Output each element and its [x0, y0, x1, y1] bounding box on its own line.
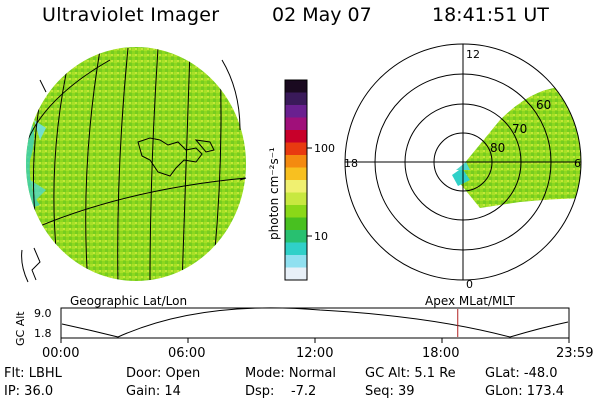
colorbar-band: [285, 130, 307, 143]
timeline-panel: Geographic Lat/Lon Apex MLat/MLT GC Alt …: [14, 294, 570, 346]
info-seq: Seq: 39: [365, 384, 415, 399]
timeline-xtick-0: 00:00: [42, 346, 80, 361]
earth-disk-image: [21, 47, 247, 283]
colorbar-band: [285, 92, 307, 106]
timeline-xtick-2: 12:00: [296, 346, 334, 361]
timeline-frame: [60, 307, 570, 339]
info-gc-alt: GC Alt: 5.1 Re: [365, 366, 456, 381]
info-ip: IP: 36.0: [4, 384, 54, 399]
colorbar-frame: [284, 79, 308, 281]
colorbar: [285, 80, 307, 281]
colorbar-band: [285, 267, 307, 281]
page-title: Ultraviolet Imager: [42, 4, 220, 26]
polar-lat-80: 80: [490, 141, 505, 155]
colorbar-band: [285, 242, 307, 256]
colorbar-band: [285, 142, 307, 156]
colorbar-label-100: 100: [314, 142, 335, 155]
colorbar-band: [285, 230, 307, 243]
colorbar-band: [285, 105, 307, 118]
timeline-xtick-4: 23:59: [556, 346, 594, 361]
colorbar-band: [285, 205, 307, 218]
date-label: 02 May 07: [272, 4, 372, 26]
info-gain: Gain: 14: [126, 384, 181, 399]
info-door: Door: Open: [126, 366, 201, 381]
colorbar-band: [285, 255, 307, 268]
colorbar-band: [285, 180, 307, 193]
colorbar-band: [285, 80, 307, 93]
timeline-ytick-top: 9.0: [34, 307, 52, 320]
colorbar-label-10: 10: [314, 230, 328, 243]
timeline-axis-label: GC Alt: [14, 311, 27, 346]
polar-lat-70: 70: [512, 122, 527, 136]
timeline-altitude-curve: [61, 307, 569, 338]
polar-label-18: 18: [344, 157, 358, 170]
info-filter: Flt: LBHL: [4, 366, 62, 381]
colorbar-band: [285, 217, 307, 231]
colorbar-band: [285, 167, 307, 181]
polar-plot: 12 18 6 0 60 70 80: [344, 43, 582, 291]
colorbar-unit-label: photon cm⁻²s⁻¹: [267, 147, 281, 240]
colorbar-band: [285, 155, 307, 168]
colorbar-band: [285, 117, 307, 131]
polar-label-12: 12: [466, 48, 480, 61]
time-label: 18:41:51 UT: [432, 4, 549, 26]
info-glat: GLat: -48.0: [485, 366, 558, 381]
timeline-xtick-1: 06:00: [168, 346, 206, 361]
timeline-ytick-bottom: 1.8: [34, 327, 52, 340]
info-dsp: Dsp: -7.2: [245, 384, 317, 399]
polar-label-0: 0: [466, 278, 473, 291]
polar-label-6: 6: [574, 157, 581, 170]
info-mode: Mode: Normal: [245, 366, 336, 381]
info-glon: GLon: 173.4: [485, 384, 565, 399]
timeline-left-title: Geographic Lat/Lon: [70, 294, 187, 308]
polar-lat-60: 60: [536, 98, 551, 112]
timeline-right-title: Apex MLat/MLT: [425, 294, 515, 308]
colorbar-band: [285, 192, 307, 206]
timeline-xtick-3: 18:00: [422, 346, 460, 361]
